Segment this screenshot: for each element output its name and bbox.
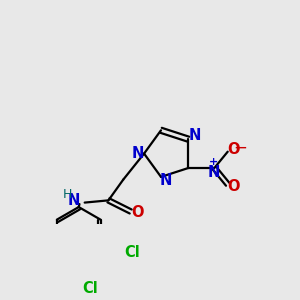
- Text: N: N: [189, 128, 201, 143]
- Text: N: N: [159, 173, 172, 188]
- Text: Cl: Cl: [124, 245, 140, 260]
- Text: O: O: [131, 206, 144, 220]
- Text: N: N: [132, 146, 144, 161]
- Text: O: O: [227, 179, 240, 194]
- Text: N: N: [207, 165, 220, 180]
- Text: +: +: [209, 157, 218, 167]
- Text: Cl: Cl: [82, 281, 98, 296]
- Text: H: H: [63, 188, 72, 201]
- Text: N: N: [68, 193, 80, 208]
- Text: −: −: [233, 139, 247, 157]
- Text: O: O: [227, 142, 240, 157]
